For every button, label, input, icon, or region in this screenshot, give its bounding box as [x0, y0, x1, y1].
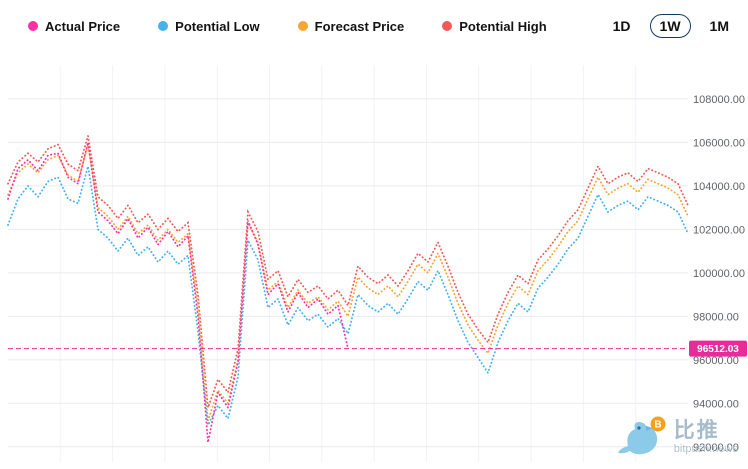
y-axis-tick-label: 106000.00 — [693, 137, 745, 149]
y-axis-tick-label: 96000.00 — [693, 355, 739, 367]
legend-item-potential-low[interactable]: Potential Low — [158, 19, 260, 34]
y-axis-tick-label: 98000.00 — [693, 311, 739, 323]
y-axis-tick-label: 104000.00 — [693, 181, 745, 193]
current-price-label: 96512.03 — [697, 344, 739, 355]
series-potential-high — [7, 135, 689, 408]
y-axis-tick-label: 102000.00 — [693, 224, 745, 236]
series-forecast-price — [7, 144, 689, 421]
y-axis-tick-label: 92000.00 — [693, 442, 739, 454]
legend-item-forecast-price[interactable]: Forecast Price — [297, 18, 405, 34]
legend-label: Potential Low — [175, 18, 260, 34]
legend-item-actual-price[interactable]: Actual Price — [28, 19, 120, 34]
y-axis-tick-label: 108000.00 — [693, 94, 745, 106]
legend: Actual Price Potential Low Forecast Pric… — [28, 19, 547, 34]
legend-dot-potential-low — [158, 21, 169, 31]
chart-header: Actual Price Potential Low Forecast Pric… — [0, 0, 748, 52]
legend-dot-forecast-price — [297, 21, 308, 31]
legend-dot-potential-high — [442, 21, 453, 31]
range-button-1d[interactable]: 1D — [608, 15, 636, 37]
y-axis-tick-label: 94000.00 — [693, 398, 739, 410]
range-button-1m[interactable]: 1M — [705, 15, 734, 37]
legend-label: Potential High — [459, 18, 547, 34]
y-axis-tick-label: 100000.00 — [693, 268, 745, 280]
current-price-tag — [689, 340, 747, 357]
range-button-1w[interactable]: 1W — [649, 14, 691, 38]
legend-label: Forecast Price — [314, 18, 405, 34]
legend-item-potential-high[interactable]: Potential High — [442, 18, 547, 34]
legend-dot-actual-price — [28, 21, 38, 31]
legend-label: Actual Price — [45, 18, 121, 34]
series-actual-price — [7, 142, 349, 443]
range-selector: 1D 1W 1M — [608, 14, 734, 38]
